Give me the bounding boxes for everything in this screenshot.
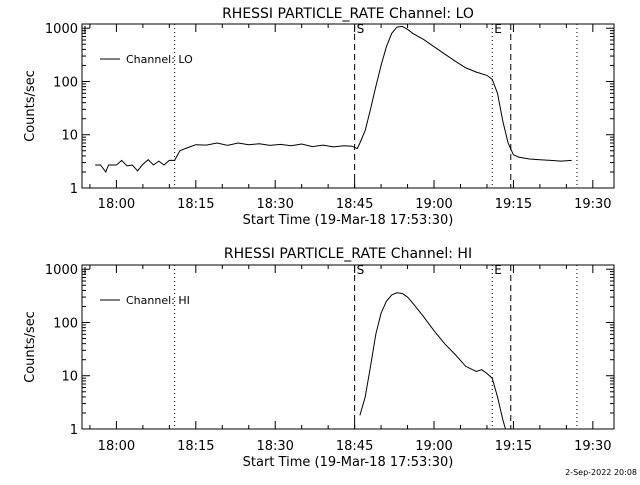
x-tick-label: 18:15 <box>177 439 214 454</box>
y-tick-label: 100 <box>53 75 78 90</box>
legend-label: Channel: HI <box>126 294 190 307</box>
x-tick-label: 18:15 <box>177 197 214 212</box>
marker-label: S <box>357 263 365 277</box>
x-tick-label: 18:45 <box>336 197 373 212</box>
y-tick-label: 1000 <box>45 22 78 37</box>
x-tick-label: 18:30 <box>256 197 293 212</box>
y-tick-label: 10 <box>61 129 78 144</box>
plot-frame <box>81 264 615 430</box>
x-tick-label: 19:15 <box>495 439 532 454</box>
series-line-channel-hi <box>359 292 506 430</box>
x-tick-label: 18:45 <box>336 439 373 454</box>
x-tick-label: 18:30 <box>256 439 293 454</box>
marker-label: E <box>494 263 502 277</box>
x-tick-label: 19:30 <box>574 439 611 454</box>
x-tick-label: 19:15 <box>495 197 532 212</box>
y-tick-label: 100 <box>53 316 78 331</box>
x-tick-label: 18:00 <box>98 197 135 212</box>
y-tick-label: 1 <box>70 182 78 197</box>
chart-title: RHESSI PARTICLE_RATE Channel: HI <box>224 246 472 262</box>
y-tick-label: 1000 <box>45 263 78 278</box>
y-tick-label: 1 <box>70 423 78 438</box>
plot-frame <box>81 23 615 189</box>
x-tick-label: 19:00 <box>415 197 452 212</box>
marker-label: E <box>494 22 502 36</box>
chart-title: RHESSI PARTICLE_RATE Channel: LO <box>222 6 474 22</box>
footer-timestamp: 2-Sep-2022 20:08 <box>565 468 637 477</box>
marker-label: S <box>357 22 365 36</box>
legend-label: Channel: LO <box>126 53 193 66</box>
x-axis-label: Start Time (19-Mar-18 17:53:30) <box>243 213 454 228</box>
y-axis-label: Counts/sec <box>23 70 38 142</box>
y-tick-label: 10 <box>61 370 78 385</box>
x-tick-label: 19:30 <box>574 197 611 212</box>
x-tick-label: 18:00 <box>98 439 135 454</box>
x-tick-label: 19:00 <box>415 439 452 454</box>
x-axis-label: Start Time (19-Mar-18 17:53:30) <box>243 455 454 470</box>
y-axis-label: Counts/sec <box>23 311 38 383</box>
series-line-channel-lo <box>95 25 572 174</box>
